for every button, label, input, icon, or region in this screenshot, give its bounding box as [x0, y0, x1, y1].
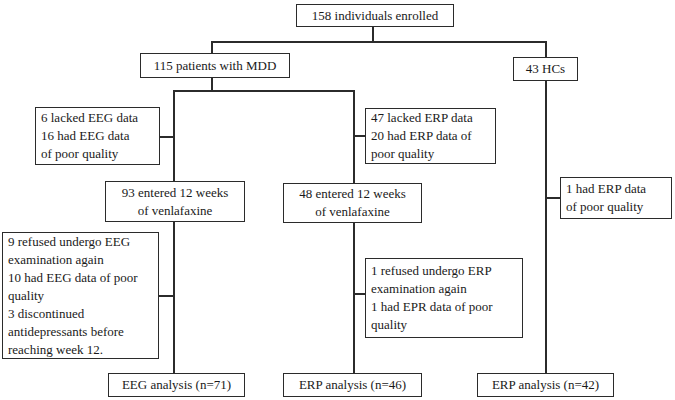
connector-branch-mdd — [173, 90, 355, 92]
node-erp-excluded-baseline: 47 lacked ERP data 20 had ERP data of po… — [365, 108, 496, 164]
node-eeg-excluded-followup: 9 refused undergo EEG examination again … — [2, 232, 159, 359]
connector-eeg-excl-baseline — [160, 136, 174, 138]
connector-to-hcs — [545, 41, 547, 57]
connector-hc-excl — [545, 197, 560, 199]
connector-erp-column-upper — [353, 90, 355, 183]
connector-branch-top — [211, 41, 546, 43]
connector-erp-excl-baseline — [353, 135, 365, 137]
node-erp-entered-venlafaxine: 48 entered 12 weeks of venlafaxine — [283, 183, 422, 223]
connector-eeg-excl-followup — [158, 295, 173, 297]
node-healthy-controls: 43 HCs — [513, 57, 578, 81]
connector-eeg-column-lower — [173, 221, 175, 373]
node-mdd-patients: 115 patients with MDD — [140, 53, 290, 78]
connector-erp-excl-followup — [353, 293, 365, 295]
node-erp-excluded-followup: 1 refused undergo ERP examination again … — [365, 258, 523, 338]
connector-enrolled-down — [372, 26, 374, 42]
node-eeg-analysis: EEG analysis (n=71) — [108, 373, 245, 397]
node-eeg-excluded-baseline: 6 lacked EEG data 16 had EEG data of poo… — [35, 107, 160, 165]
node-erp-analysis-mdd: ERP analysis (n=46) — [283, 373, 422, 397]
flow-diagram: 158 individuals enrolled 115 patients wi… — [0, 0, 675, 400]
connector-hc-column — [545, 80, 547, 373]
connector-to-mdd — [211, 41, 213, 53]
connector-mdd-down — [211, 77, 213, 91]
node-erp-analysis-hc: ERP analysis (n=42) — [477, 373, 614, 397]
node-eeg-entered-venlafaxine: 93 entered 12 weeks of venlafaxine — [105, 181, 245, 222]
node-hc-excluded: 1 had ERP data of poor quality — [560, 177, 672, 219]
node-enrolled: 158 individuals enrolled — [296, 4, 454, 27]
connector-erp-column-lower — [353, 222, 355, 373]
